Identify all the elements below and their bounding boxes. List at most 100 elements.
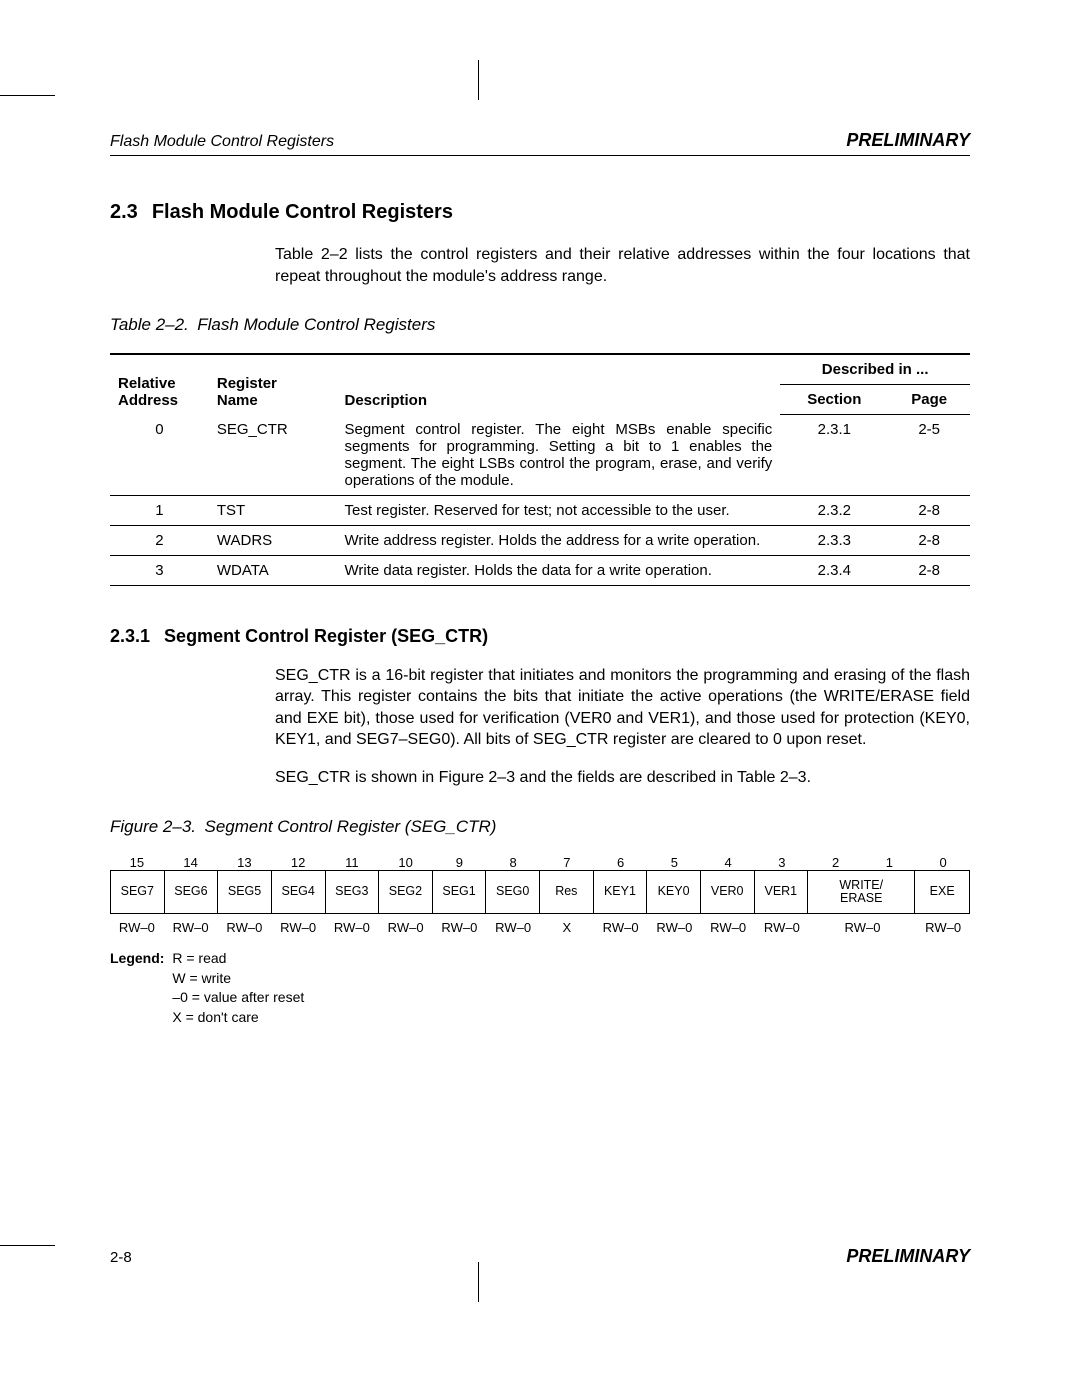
register-field: SEG3: [326, 871, 380, 913]
register-field: VER0: [701, 871, 755, 913]
th-addr-l2: Address: [118, 392, 178, 409]
crop-mark: [0, 1245, 55, 1246]
field-rw: RW–0: [433, 920, 487, 935]
table-row: 1TSTTest register. Reserved for test; no…: [110, 495, 970, 525]
field-rw: RW–0: [164, 920, 218, 935]
bit-number: 9: [433, 855, 487, 870]
crop-mark: [478, 1262, 479, 1302]
field-rw: RW–0: [379, 920, 433, 935]
register-table: Relative Address Register Name Descripti…: [110, 353, 970, 586]
bit-number: 5: [648, 855, 702, 870]
register-field: WRITE/ERASE: [808, 871, 915, 913]
field-rw: RW–0: [218, 920, 272, 935]
cell-section: 2.3.4: [780, 555, 888, 585]
subsection-para2: SEG_CTR is shown in Figure 2–3 and the f…: [275, 767, 970, 789]
register-field: VER1: [755, 871, 809, 913]
cell-name: SEG_CTR: [209, 415, 337, 496]
legend-x: X = don't care: [172, 1009, 258, 1025]
figure-caption: Figure 2–3. Segment Control Register (SE…: [110, 817, 970, 837]
cell-addr: 2: [110, 525, 209, 555]
section-number: 2.3: [110, 201, 138, 223]
subsection-heading: 2.3.1Segment Control Register (SEG_CTR): [110, 626, 970, 647]
bit-number: 3: [755, 855, 809, 870]
register-field: KEY0: [647, 871, 701, 913]
cell-section: 2.3.3: [780, 525, 888, 555]
field-rw: X: [540, 920, 594, 935]
register-field: EXE: [915, 871, 969, 913]
cell-section: 2.3.1: [780, 415, 888, 496]
bit-number: 1: [863, 855, 917, 870]
register-diagram: 1514131211109876543210 SEG7SEG6SEG5SEG4S…: [110, 855, 970, 935]
th-page: Page: [888, 385, 970, 415]
cell-desc: Write data register. Holds the data for …: [336, 555, 780, 585]
field-rw: RW–0: [916, 920, 970, 935]
footer: 2-8 PRELIMINARY: [110, 1246, 970, 1267]
th-described-in: Described in ...: [780, 354, 970, 385]
th-section: Section: [780, 385, 888, 415]
legend-zero: –0 = value after reset: [172, 989, 304, 1005]
cell-addr: 3: [110, 555, 209, 585]
bit-number: 12: [271, 855, 325, 870]
section-heading: 2.3 Flash Module Control Registers: [110, 201, 970, 224]
bit-number: 2: [809, 855, 863, 870]
register-field: SEG5: [218, 871, 272, 913]
crop-mark: [478, 60, 479, 100]
page: Flash Module Control Registers PRELIMINA…: [0, 0, 1080, 1397]
footer-preliminary: PRELIMINARY: [846, 1246, 970, 1267]
th-name-l1: Register: [217, 375, 277, 392]
cell-page: 2-5: [888, 415, 970, 496]
running-head-left: Flash Module Control Registers: [110, 133, 334, 151]
subsection-para1: SEG_CTR is a 16-bit register that initia…: [275, 665, 970, 751]
th-addr-l1: Relative: [118, 375, 176, 392]
cell-page: 2-8: [888, 495, 970, 525]
register-field: SEG0: [486, 871, 540, 913]
bit-number: 6: [594, 855, 648, 870]
legend: Legend: R = read W = write –0 = value af…: [110, 949, 970, 1027]
legend-w: W = write: [172, 970, 231, 986]
cell-name: WADRS: [209, 525, 337, 555]
bit-number: 10: [379, 855, 433, 870]
register-field: KEY1: [594, 871, 648, 913]
table-caption: Table 2–2. Flash Module Control Register…: [110, 315, 970, 335]
register-field: SEG7: [111, 871, 165, 913]
cell-addr: 1: [110, 495, 209, 525]
table-row: 0SEG_CTRSegment control register. The ei…: [110, 415, 970, 496]
bit-number: 0: [916, 855, 970, 870]
bit-number: 15: [110, 855, 164, 870]
register-field: SEG2: [379, 871, 433, 913]
field-rw: RW–0: [271, 920, 325, 935]
table-row: 2WADRSWrite address register. Holds the …: [110, 525, 970, 555]
field-rw: RW–0: [648, 920, 702, 935]
field-rw: RW–0: [809, 920, 917, 935]
cell-page: 2-8: [888, 525, 970, 555]
bit-number: 13: [218, 855, 272, 870]
th-name-l2: Name: [217, 392, 258, 409]
crop-mark: [0, 95, 55, 96]
field-rw: RW–0: [701, 920, 755, 935]
register-field: SEG1: [433, 871, 487, 913]
section-title: Flash Module Control Registers: [152, 201, 453, 223]
section-intro: Table 2–2 lists the control registers an…: [275, 244, 970, 287]
bit-number: 11: [325, 855, 379, 870]
bit-number: 8: [486, 855, 540, 870]
register-field: SEG6: [165, 871, 219, 913]
cell-section: 2.3.2: [780, 495, 888, 525]
bit-number: 7: [540, 855, 594, 870]
field-rw: RW–0: [110, 920, 164, 935]
subsection-title: Segment Control Register (SEG_CTR): [164, 626, 488, 646]
running-head-right: PRELIMINARY: [846, 130, 970, 151]
field-rw: RW–0: [594, 920, 648, 935]
register-field: SEG4: [272, 871, 326, 913]
table-row: 3WDATAWrite data register. Holds the dat…: [110, 555, 970, 585]
running-head: Flash Module Control Registers PRELIMINA…: [110, 130, 970, 156]
cell-name: TST: [209, 495, 337, 525]
cell-name: WDATA: [209, 555, 337, 585]
legend-r: R = read: [172, 950, 226, 966]
footer-page-number: 2-8: [110, 1249, 132, 1266]
cell-page: 2-8: [888, 555, 970, 585]
cell-desc: Write address register. Holds the addres…: [336, 525, 780, 555]
cell-addr: 0: [110, 415, 209, 496]
register-field: Res: [540, 871, 594, 913]
bit-numbers: 1514131211109876543210: [110, 855, 970, 870]
rw-line: RW–0RW–0RW–0RW–0RW–0RW–0RW–0RW–0XRW–0RW–…: [110, 920, 970, 935]
